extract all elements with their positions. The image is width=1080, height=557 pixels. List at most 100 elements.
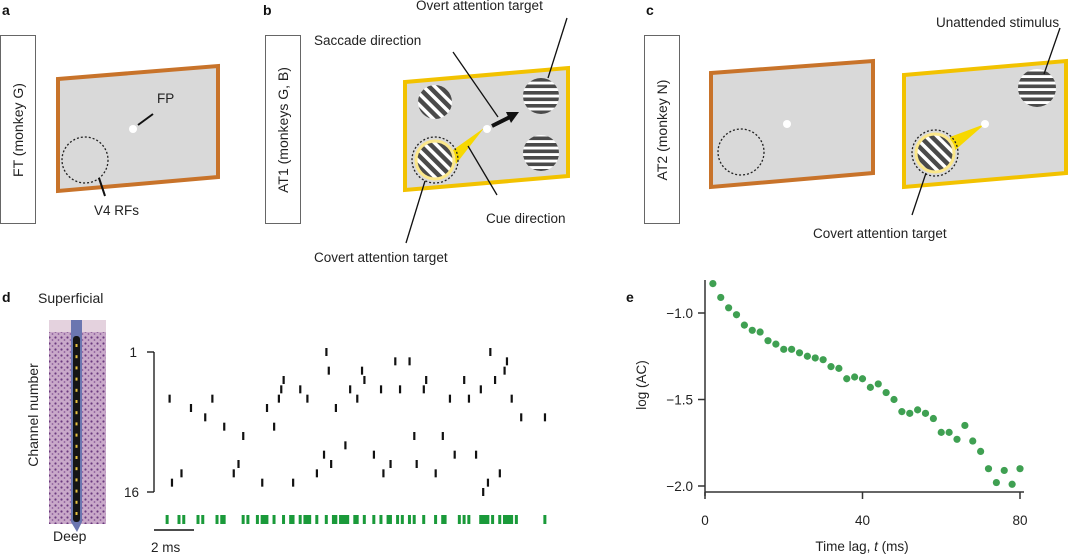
spike-mark bbox=[223, 422, 226, 431]
spike-mark bbox=[277, 394, 280, 403]
spike-mark bbox=[356, 394, 359, 403]
mua-mark bbox=[260, 515, 264, 524]
probe-contact bbox=[75, 467, 78, 471]
data-point bbox=[803, 352, 811, 360]
data-point bbox=[937, 428, 945, 436]
mua-mark bbox=[298, 515, 302, 524]
probe-contact bbox=[75, 377, 78, 381]
probe-contact bbox=[75, 411, 78, 415]
x-tick-label: 40 bbox=[855, 513, 870, 528]
chart-x-label: Time lag, t (ms) bbox=[815, 539, 908, 554]
monitor-screen-ft bbox=[56, 63, 220, 194]
spike-mark bbox=[363, 376, 366, 384]
condition-box-at1: AT1 (monkeys G, B) bbox=[265, 35, 301, 224]
mua-mark bbox=[479, 515, 483, 524]
data-point bbox=[827, 363, 835, 371]
data-point bbox=[992, 478, 1000, 487]
mua-mark bbox=[510, 515, 514, 524]
probe-contact bbox=[75, 355, 78, 359]
probe-contact bbox=[75, 444, 78, 448]
spike-mark bbox=[280, 385, 283, 394]
covert-attention-label-b: Covert attention target bbox=[314, 250, 448, 265]
deep-label: Deep bbox=[53, 528, 87, 544]
mua-mark bbox=[324, 515, 328, 524]
spike-mark bbox=[479, 385, 482, 394]
mua-mark bbox=[407, 515, 411, 524]
mua-mark bbox=[396, 515, 400, 524]
spike-mark bbox=[482, 488, 485, 496]
cue-direction-label: Cue direction bbox=[486, 211, 566, 226]
data-point bbox=[756, 328, 764, 336]
mua-mark bbox=[379, 515, 383, 524]
spike-mark bbox=[422, 385, 425, 394]
data-point bbox=[961, 421, 969, 430]
spike-mark bbox=[474, 450, 478, 459]
data-point bbox=[953, 435, 961, 443]
mua-mark bbox=[457, 515, 461, 524]
spike-mark bbox=[453, 450, 456, 459]
mua-marks bbox=[165, 515, 547, 524]
mua-mark bbox=[346, 515, 350, 524]
data-point bbox=[788, 345, 796, 353]
mua-mark bbox=[255, 515, 259, 524]
data-point bbox=[866, 383, 874, 391]
probe-contact bbox=[75, 500, 78, 504]
spike-mark bbox=[372, 450, 376, 459]
mua-mark bbox=[441, 515, 445, 524]
spike-mark bbox=[425, 376, 428, 384]
data-point bbox=[709, 279, 717, 288]
spike-mark bbox=[434, 469, 437, 478]
fixation-point-at2-attention bbox=[981, 120, 989, 128]
spike-mark bbox=[408, 357, 411, 366]
data-point bbox=[914, 406, 922, 414]
x-tick-label: 0 bbox=[701, 513, 709, 528]
spike-mark bbox=[441, 432, 444, 440]
probe-core bbox=[73, 336, 80, 522]
monitor-screen-at2-fixation bbox=[709, 58, 875, 190]
probe-contact bbox=[75, 512, 78, 515]
covert-target-grating-c bbox=[914, 132, 956, 174]
spike-mark bbox=[211, 394, 214, 403]
mua-mark bbox=[339, 515, 343, 524]
data-point bbox=[819, 356, 827, 364]
probe-contact bbox=[75, 366, 78, 370]
spike-mark bbox=[486, 478, 490, 487]
mua-mark bbox=[165, 515, 169, 524]
data-point bbox=[984, 465, 993, 473]
cue-pointer bbox=[467, 145, 498, 196]
spike-mark bbox=[334, 404, 338, 412]
spike-mark bbox=[493, 376, 497, 384]
unattended-stimulus-grating bbox=[1018, 69, 1056, 107]
grating-b-top-right bbox=[523, 78, 559, 114]
spike-mark bbox=[520, 413, 523, 422]
superficial-label: Superficial bbox=[38, 290, 104, 306]
panel-a-letter: a bbox=[2, 2, 10, 18]
probe-contact bbox=[75, 400, 78, 403]
data-point bbox=[921, 409, 930, 417]
spike-mark bbox=[170, 478, 174, 487]
grating-b-bottom-right bbox=[523, 135, 559, 171]
mua-mark bbox=[491, 515, 495, 524]
panel-d-letter: d bbox=[2, 289, 11, 305]
probe-contacts bbox=[75, 344, 78, 515]
data-point bbox=[1016, 465, 1024, 473]
mua-mark bbox=[177, 515, 181, 524]
probe-contact bbox=[75, 489, 78, 493]
panel-b-letter: b bbox=[263, 2, 272, 18]
scalebar-label: 2 ms bbox=[151, 540, 181, 555]
mua-mark bbox=[291, 515, 295, 524]
data-point bbox=[740, 321, 748, 329]
mua-mark bbox=[543, 515, 547, 524]
rf-pointer bbox=[98, 177, 106, 197]
spike-mark bbox=[498, 469, 501, 478]
unattended-stimulus-label: Unattended stimulus bbox=[936, 15, 1060, 30]
data-point bbox=[780, 345, 788, 353]
data-point bbox=[748, 326, 756, 334]
rf-circle-ft bbox=[61, 136, 109, 184]
condition-box-ft: FT (monkey G) bbox=[0, 35, 36, 224]
probe-contact bbox=[75, 344, 78, 347]
spike-mark bbox=[344, 441, 347, 450]
mua-mark bbox=[486, 515, 490, 524]
